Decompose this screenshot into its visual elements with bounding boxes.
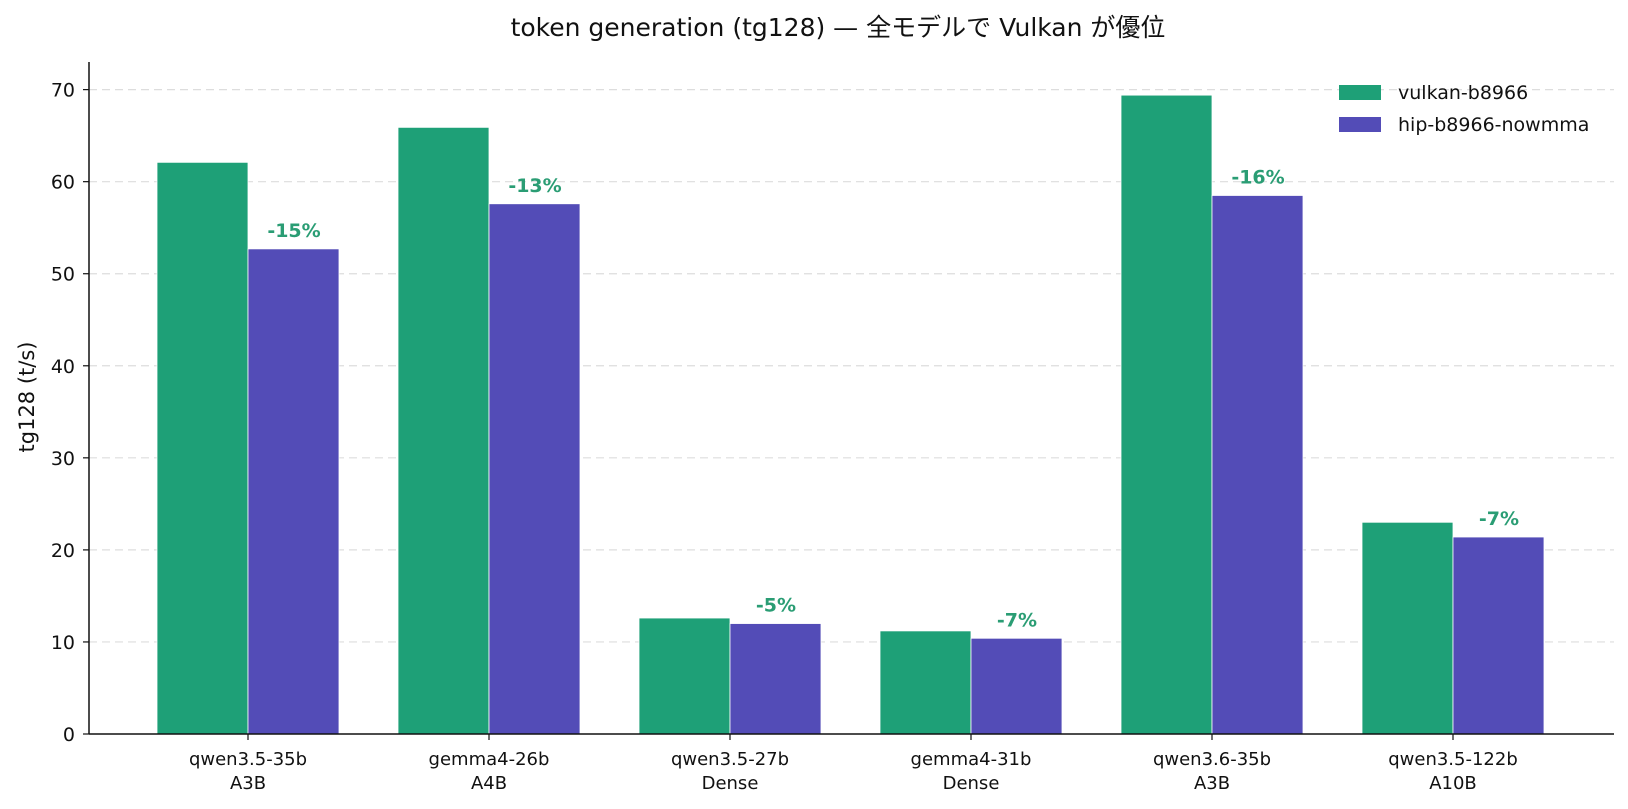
annotations: -15% -13% -5% -7% -16% -7% xyxy=(267,166,1519,631)
bar-hip xyxy=(1211,195,1304,735)
x-tick-label: qwen3.5-27b xyxy=(671,749,789,770)
x-tick-label: A3B xyxy=(1194,773,1230,794)
bar-hip xyxy=(1452,536,1545,735)
legend-swatch xyxy=(1339,117,1381,132)
axes xyxy=(88,62,1614,735)
chart-title: token generation (tg128) — 全モデルで Vulkan … xyxy=(511,13,1166,42)
y-tick-label: 30 xyxy=(51,448,75,470)
percent-diff-label: -7% xyxy=(997,609,1037,631)
y-tick-label: 40 xyxy=(51,356,75,378)
x-tick-label: Dense xyxy=(943,773,1000,794)
y-tick-label: 10 xyxy=(51,632,75,654)
percent-diff-label: -13% xyxy=(508,175,561,197)
x-tick-label: Dense xyxy=(702,773,759,794)
x-tick-label: gemma4-31b xyxy=(911,749,1032,770)
x-tick-label: qwen3.5-35b xyxy=(189,749,307,770)
bar-hip xyxy=(488,203,581,735)
bar-vulkan xyxy=(156,161,249,735)
y-tick-label: 0 xyxy=(63,724,75,746)
bar-vulkan xyxy=(638,617,731,735)
x-tick-label: qwen3.5-122b xyxy=(1388,749,1518,770)
x-tick-label: A10B xyxy=(1429,773,1477,794)
bar-hip xyxy=(729,623,822,735)
bar-vulkan xyxy=(879,630,972,735)
y-axis-label: tg128 (t/s) xyxy=(15,342,39,453)
bar-vulkan xyxy=(1120,94,1213,735)
legend-label: vulkan-b8966 xyxy=(1398,82,1528,104)
bar-hip xyxy=(247,248,340,735)
legend-swatch xyxy=(1339,85,1381,100)
y-tick-label: 70 xyxy=(51,80,75,102)
x-tick-label: A3B xyxy=(230,773,266,794)
y-tick-label: 20 xyxy=(51,540,75,562)
bars xyxy=(156,94,1545,735)
y-tick-label: 60 xyxy=(51,172,75,194)
bar-hip xyxy=(970,637,1063,735)
grid xyxy=(89,89,1614,643)
x-tick-label: A4B xyxy=(471,773,507,794)
percent-diff-label: -15% xyxy=(267,220,320,242)
x-tick-label: qwen3.6-35b xyxy=(1153,749,1271,770)
y-tick-label: 50 xyxy=(51,264,75,286)
percent-diff-label: -5% xyxy=(756,595,796,617)
bar-vulkan xyxy=(397,126,490,735)
legend-label: hip-b8966-nowmma xyxy=(1398,114,1589,136)
x-tick-label: gemma4-26b xyxy=(429,749,550,770)
x-ticks: qwen3.5-35b A3B gemma4-26b A4B qwen3.5-27b De… xyxy=(189,734,1518,794)
bar-vulkan xyxy=(1361,521,1454,735)
legend: vulkan-b8966 hip-b8966-nowmma xyxy=(1339,82,1589,136)
y-ticks: 0 10 20 30 40 50 60 70 xyxy=(51,80,89,746)
percent-diff-label: -7% xyxy=(1479,508,1519,530)
percent-diff-label: -16% xyxy=(1231,166,1284,188)
